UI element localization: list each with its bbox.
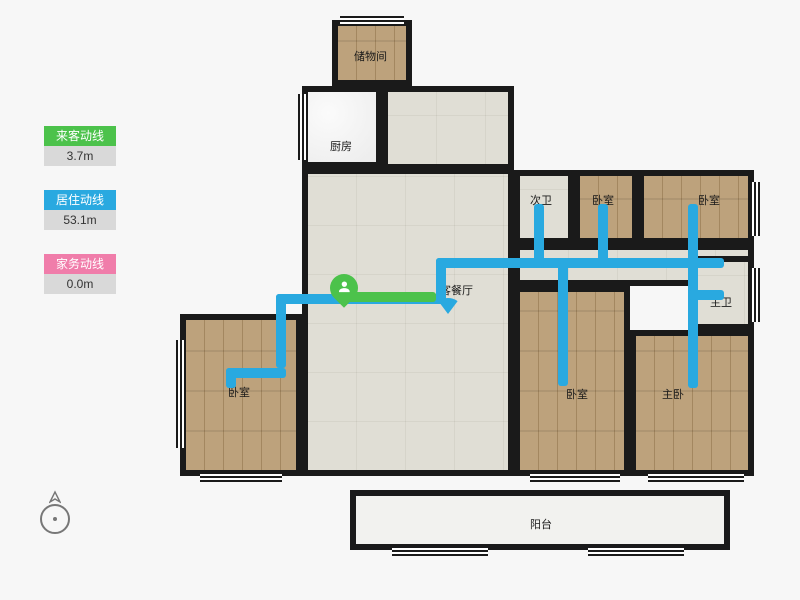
path-living — [688, 290, 724, 300]
path-living — [226, 368, 236, 388]
path-living — [558, 258, 568, 386]
compass-north-arrow — [49, 490, 61, 504]
legend-item-living: 居住动线 53.1m — [44, 190, 116, 230]
window — [340, 16, 404, 26]
room-kitchen — [302, 86, 382, 168]
window — [588, 546, 684, 556]
room-storage — [332, 20, 412, 86]
legend: 来客动线 3.7m 居住动线 53.1m 家务动线 0.0m — [44, 126, 116, 318]
window — [750, 268, 760, 322]
legend-label: 来客动线 — [44, 126, 116, 146]
window — [530, 472, 620, 482]
window — [200, 472, 282, 482]
room-bed_mid — [514, 286, 630, 476]
window — [176, 340, 186, 448]
path-living — [598, 204, 608, 268]
legend-label: 居住动线 — [44, 190, 116, 210]
path-living — [534, 204, 544, 268]
entry-marker-icon — [436, 298, 460, 314]
legend-value: 3.7m — [44, 146, 116, 166]
legend-value: 0.0m — [44, 274, 116, 294]
path-living — [436, 258, 724, 268]
window — [298, 94, 308, 160]
floor-plan: 储物间厨房客餐厅次卫卧室卧室主卫卧室主卧卧室阳台 — [180, 10, 770, 570]
compass-icon — [40, 490, 70, 534]
legend-value: 53.1m — [44, 210, 116, 230]
room-sec_bath — [514, 170, 574, 244]
legend-item-guest: 来客动线 3.7m — [44, 126, 116, 166]
legend-item-house: 家务动线 0.0m — [44, 254, 116, 294]
window — [648, 472, 744, 482]
window — [750, 182, 760, 236]
window — [392, 546, 488, 556]
path-living — [276, 294, 286, 368]
room-living — [302, 168, 514, 476]
room-balcony — [350, 490, 730, 550]
room-upper_tile — [382, 86, 514, 170]
compass-ring — [40, 504, 70, 534]
legend-label: 家务动线 — [44, 254, 116, 274]
